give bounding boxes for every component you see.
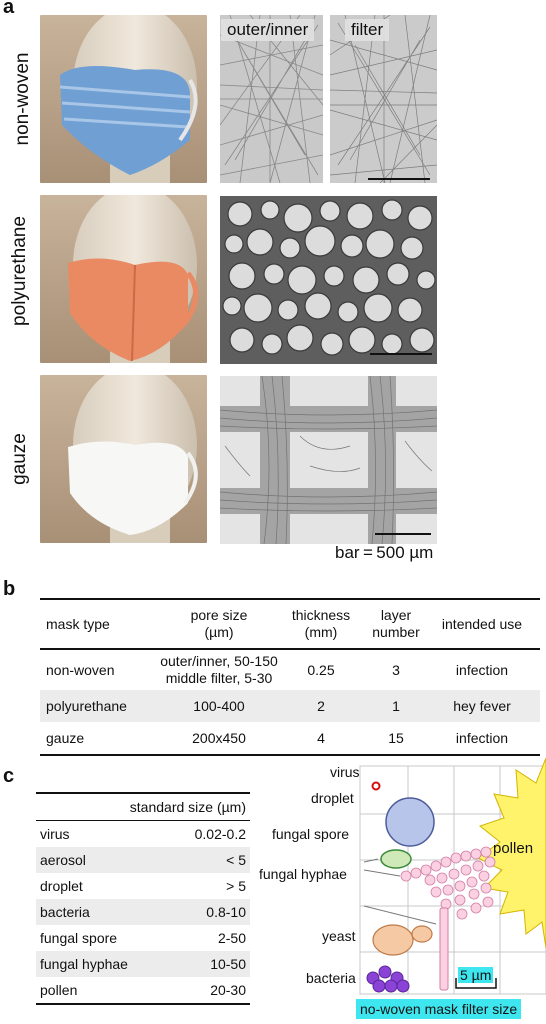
table-header-row: mask type pore size (µm) thickness (mm) …: [40, 598, 540, 650]
scale-bar-polyurethane: [370, 353, 432, 355]
header-layer-line2: number: [372, 624, 420, 640]
scale-bar-gauze: [375, 533, 431, 535]
header-layer-number: layer number: [362, 607, 430, 641]
row-label-gauze: gauze: [9, 433, 30, 485]
scale-bracket: [455, 978, 497, 989]
fungal-spore-shape: [380, 849, 412, 869]
arrow-spore-2: [363, 869, 401, 877]
diagram-label-droplet: droplet: [311, 790, 354, 806]
size-value: 0.8-10: [206, 904, 246, 920]
cell-use: hey fever: [453, 697, 511, 714]
header-pore-size-line1: pore size: [190, 607, 248, 623]
size-name: bacteria: [40, 904, 90, 920]
micrograph-non-woven-outer-inner: [220, 15, 323, 183]
cell-pore-line1: outer/inner, 50-150: [160, 653, 278, 669]
table-row: virus 0.02-0.2: [36, 821, 250, 847]
header-thickness: thickness (mm): [280, 607, 362, 641]
diagram-label-yeast: yeast: [322, 928, 356, 944]
micro-label-outer-inner: outer/inner: [221, 19, 315, 41]
header-pore-size-line2: (µm): [204, 624, 234, 640]
mannequin-photo-polyurethane: [40, 195, 207, 363]
table-row: bacteria 0.8-10: [36, 899, 250, 925]
size-name: pollen: [40, 982, 78, 998]
header-thickness-line2: (mm): [304, 624, 338, 640]
header-intended-use: intended use: [441, 615, 523, 632]
micrograph-polyurethane: [220, 196, 437, 364]
cell-mask-type: polyurethane: [46, 697, 127, 714]
micro-label-filter: filter: [345, 19, 390, 41]
cell-pore-size: 200x450: [192, 729, 246, 746]
table-row: fungal spore 2-50: [36, 925, 250, 951]
table-row: non-woven outer/inner, 50-150 middle fil…: [40, 650, 540, 690]
mannequin-photo-non-woven: [40, 15, 207, 183]
cell-thickness: 0.25: [307, 661, 335, 678]
cell-pore-line2: middle filter, 5-30: [165, 670, 273, 686]
diagram-label-pollen: pollen: [493, 840, 534, 857]
size-table-header: standard size (µm): [36, 792, 250, 821]
cell-layer: 3: [392, 661, 400, 678]
scale-bar-non-woven: [368, 178, 430, 180]
header-layer-line1: layer: [380, 607, 412, 623]
table-row: droplet > 5: [36, 873, 250, 899]
bacteria-shape: [366, 965, 410, 993]
cell-use: infection: [455, 661, 509, 678]
size-value: < 5: [226, 852, 246, 868]
cell-pore-size: 100-400: [193, 697, 245, 714]
virus-shape: [371, 781, 381, 791]
row-label-polyurethane: polyurethane: [9, 216, 30, 326]
panel-b-letter: b: [3, 578, 16, 600]
size-value: 2-50: [217, 930, 246, 946]
size-name: virus: [40, 826, 70, 842]
table-row: polyurethane 100-400 2 1 hey fever: [40, 690, 540, 722]
cell-pore-size: outer/inner, 50-150 middle filter, 5-30: [158, 653, 280, 687]
diagram-label-bacteria: bacteria: [306, 970, 356, 986]
size-name: droplet: [40, 878, 83, 894]
diagram-label-scale: 5 µm: [458, 967, 494, 983]
scale-bar-caption: bar = 500 µm: [335, 543, 434, 562]
table-row: gauze 200x450 4 15 infection: [40, 722, 540, 756]
size-comparison-diagram: [359, 758, 546, 995]
panel-a-letter: a: [3, 0, 15, 18]
header-pore-size: pore size (µm): [158, 607, 280, 641]
arrow-hyphae: [363, 905, 437, 925]
size-name: aerosol: [40, 852, 86, 868]
fungal-hyphae-shape: [439, 907, 449, 991]
header-mask-type: mask type: [46, 615, 110, 632]
cell-mask-type: non-woven: [46, 661, 115, 678]
table-row: pollen 20-30: [36, 977, 250, 1005]
micrograph-gauze: [220, 376, 437, 544]
size-value: 0.02-0.2: [194, 826, 246, 842]
diagram-label-virus: virus: [330, 764, 360, 780]
cell-thickness: 2: [317, 697, 325, 714]
micrograph-non-woven-filter: [330, 15, 437, 183]
table-row: fungal hyphae 10-50: [36, 951, 250, 977]
cell-layer: 15: [388, 729, 404, 746]
panel-c-letter: c: [3, 765, 15, 787]
mask-comparison-table: mask type pore size (µm) thickness (mm) …: [40, 598, 540, 756]
size-name: fungal hyphae: [40, 956, 128, 972]
size-value: 20-30: [210, 982, 246, 998]
diagram-label-fungal-hyphae: fungal hyphae: [259, 866, 347, 882]
cell-mask-type: gauze: [46, 729, 85, 746]
size-name: fungal spore: [40, 930, 118, 946]
standard-size-table: standard size (µm) virus 0.02-0.2 aerosol…: [36, 792, 250, 1005]
row-label-non-woven: non-woven: [12, 52, 33, 146]
cell-layer: 1: [392, 697, 400, 714]
header-thickness-line1: thickness: [291, 607, 351, 623]
droplet-shape: [385, 797, 435, 847]
diagram-label-fungal-spore: fungal spore: [272, 826, 350, 842]
diagram-footer: no-woven mask filter size: [356, 999, 522, 1019]
size-value: 10-50: [210, 956, 246, 972]
table-row: aerosol < 5: [36, 847, 250, 873]
cell-thickness: 4: [317, 729, 325, 746]
yeast-shape: [372, 924, 433, 956]
mannequin-photo-gauze: [40, 375, 207, 543]
cell-use: infection: [455, 729, 509, 746]
size-value: > 5: [226, 878, 246, 894]
arrow-spore: [363, 858, 379, 863]
